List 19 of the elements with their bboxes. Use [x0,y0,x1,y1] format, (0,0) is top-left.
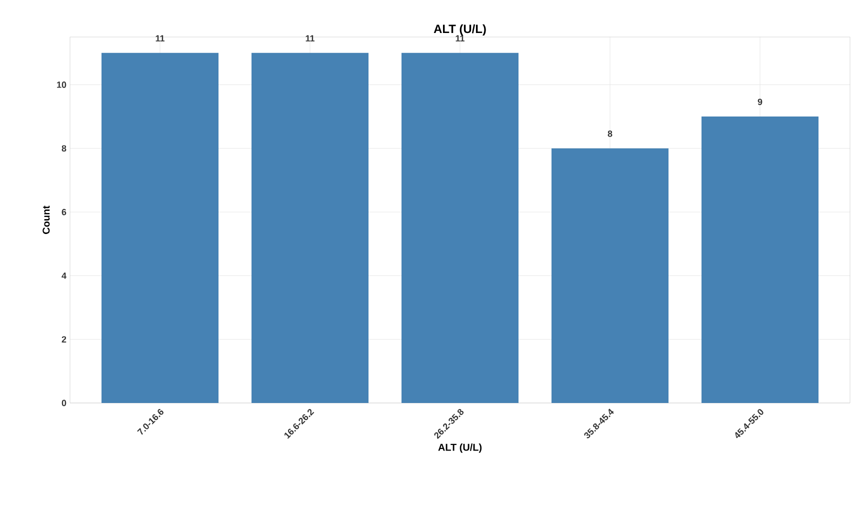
bar [102,52,219,403]
y-tick-label: 2 [62,336,66,342]
data-label: 11 [306,35,314,42]
bar [552,148,669,403]
bar [252,52,369,403]
bar [402,52,519,403]
bar [702,116,819,403]
data-label: 9 [758,98,762,106]
y-tick-label: 10 [57,82,66,88]
data-label: 11 [456,35,464,42]
y-axis-title: Count [42,206,50,234]
y-tick-label: 0 [62,400,66,406]
x-axis-title: ALT (U/L) [438,443,482,453]
data-label: 8 [608,130,612,137]
y-tick-label: 4 [62,272,66,279]
y-tick-label: 8 [62,145,66,152]
data-label: 11 [156,35,164,42]
chart-title: ALT (U/L) [434,24,486,36]
y-tick-label: 6 [62,208,66,216]
